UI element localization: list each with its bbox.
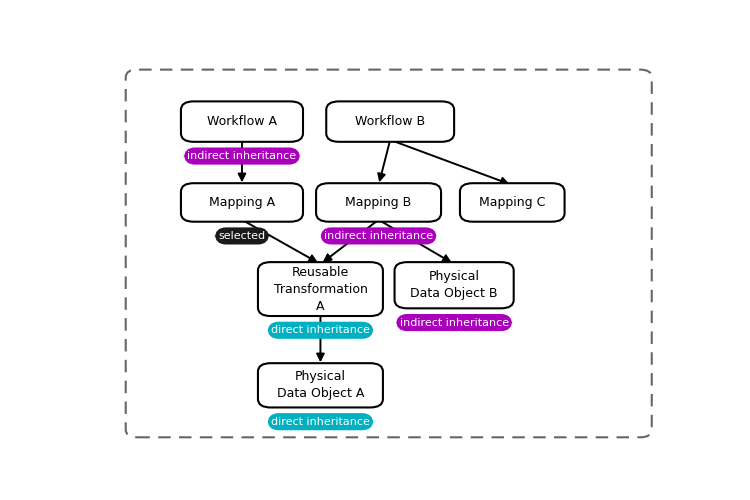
Text: Mapping B: Mapping B: [346, 196, 412, 209]
Text: selected: selected: [218, 231, 266, 241]
Text: Workflow A: Workflow A: [207, 115, 277, 128]
Text: indirect inheritance: indirect inheritance: [324, 231, 434, 241]
Text: Reusable
Transformation
A: Reusable Transformation A: [274, 266, 368, 312]
Text: direct inheritance: direct inheritance: [271, 416, 370, 426]
FancyBboxPatch shape: [181, 183, 303, 222]
FancyBboxPatch shape: [326, 102, 454, 142]
Text: indirect inheritance: indirect inheritance: [188, 151, 296, 161]
FancyBboxPatch shape: [181, 102, 303, 142]
FancyBboxPatch shape: [258, 262, 383, 316]
FancyBboxPatch shape: [460, 183, 565, 222]
Text: Workflow B: Workflow B: [356, 115, 425, 128]
Text: indirect inheritance: indirect inheritance: [400, 318, 508, 328]
Text: Mapping A: Mapping A: [209, 196, 275, 209]
FancyBboxPatch shape: [258, 363, 383, 408]
Text: Physical
Data Object B: Physical Data Object B: [410, 270, 498, 300]
Text: Mapping C: Mapping C: [479, 196, 545, 209]
Text: direct inheritance: direct inheritance: [271, 326, 370, 336]
FancyBboxPatch shape: [394, 262, 514, 308]
FancyBboxPatch shape: [316, 183, 441, 222]
Text: Physical
Data Object A: Physical Data Object A: [277, 370, 364, 400]
